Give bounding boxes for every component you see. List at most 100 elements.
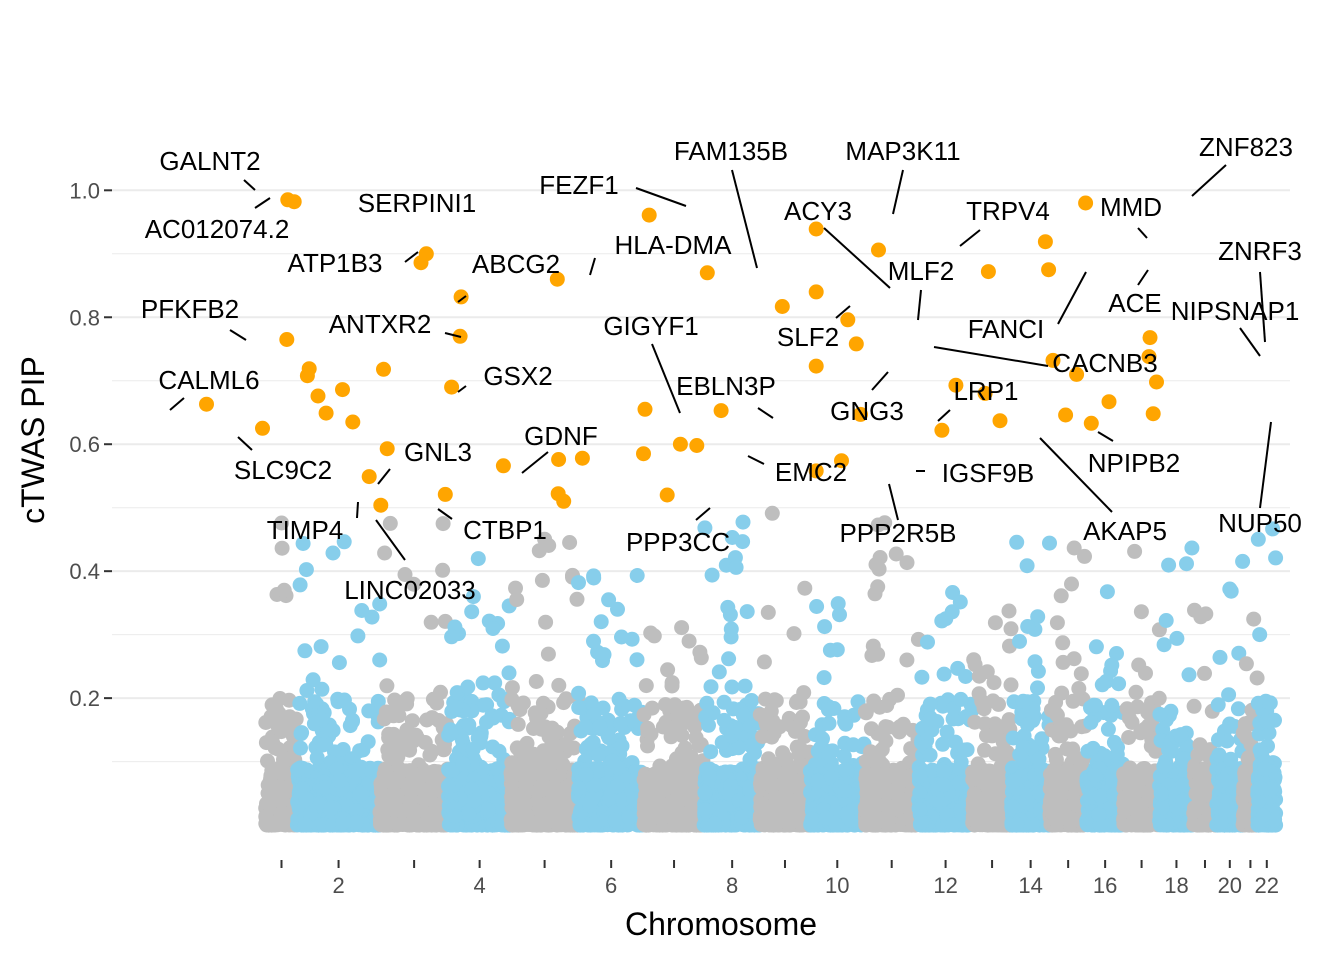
gene-point [406, 576, 422, 592]
gene-point [378, 817, 394, 833]
gene-point [914, 669, 930, 685]
gene-point [728, 559, 744, 575]
gene-point [756, 654, 772, 670]
gene-point [335, 815, 351, 831]
gene-point [889, 721, 905, 737]
gene-point [1042, 535, 1057, 551]
gene-point [868, 557, 884, 572]
gene-point [573, 817, 589, 833]
gene-point [364, 763, 380, 779]
gene-point [571, 685, 587, 701]
gene-point [587, 815, 603, 831]
gene-point [593, 614, 609, 630]
gene-point [636, 816, 652, 832]
gene-point [571, 780, 587, 796]
gene-point [425, 691, 441, 707]
gene-point [764, 779, 780, 795]
gene-point [677, 740, 693, 756]
gene-point [664, 758, 680, 774]
gene-point [681, 817, 697, 833]
gene-point [553, 799, 569, 815]
gene-point [531, 762, 547, 778]
gene-point [274, 515, 290, 531]
gene-point [352, 743, 368, 759]
gene-point [838, 716, 854, 732]
gene-point [701, 717, 716, 733]
gene-point [558, 691, 574, 707]
gene-point [697, 785, 713, 801]
gene-point [447, 808, 463, 824]
gene-point [400, 801, 416, 817]
gene-point [611, 691, 627, 707]
gene-point [419, 712, 435, 728]
gene-point [447, 699, 463, 715]
gene-point [372, 596, 388, 612]
gene-point [809, 599, 825, 614]
gene-point [551, 677, 567, 693]
gene-point [331, 773, 347, 789]
gene-point [297, 817, 313, 833]
gene-point [361, 703, 377, 719]
gene-point [533, 721, 549, 737]
gene-point [721, 651, 737, 667]
gene-point [872, 744, 888, 760]
gene-point [264, 815, 280, 831]
gene-point [922, 747, 938, 763]
gene-point [674, 620, 690, 636]
gene-point [979, 664, 995, 680]
gene-point [687, 718, 703, 734]
gene-point [858, 705, 874, 721]
gene-point [912, 801, 928, 817]
gene-point [723, 621, 739, 637]
gene-point [681, 633, 697, 649]
gene-point [669, 701, 685, 717]
gene-point [952, 594, 968, 610]
gene-point [377, 545, 393, 561]
gene-point [455, 756, 471, 772]
gene-point [817, 619, 833, 635]
gene-point [1030, 680, 1045, 696]
gene-point [530, 783, 546, 799]
gene-point [966, 786, 982, 802]
gene-point [298, 791, 314, 807]
gene-point [945, 817, 960, 832]
gene-point [435, 562, 451, 578]
gene-point [549, 724, 565, 740]
gene-point [586, 633, 601, 649]
gene-point [591, 747, 606, 763]
gene-point [768, 693, 784, 709]
gene-point [703, 679, 719, 695]
gene-point [461, 717, 477, 733]
gene-point [880, 816, 896, 832]
gene-point [387, 692, 403, 708]
gene-point [533, 706, 549, 721]
gene-point [569, 591, 585, 607]
gene-point [293, 740, 308, 756]
gene-point [1001, 603, 1017, 619]
gene-point [766, 762, 782, 778]
gene-point [336, 534, 352, 550]
gene-point [711, 664, 727, 680]
gene-point [404, 713, 420, 729]
gene-point [571, 700, 587, 715]
gene-point [607, 812, 623, 828]
gene-point [586, 777, 602, 793]
gene-point [920, 634, 935, 650]
gene-point [671, 804, 687, 820]
gene-point [376, 803, 392, 819]
gene-point [487, 675, 503, 691]
gene-point [519, 735, 535, 751]
gene-point [953, 691, 969, 707]
gene-point [443, 726, 459, 742]
gene-point [858, 815, 874, 830]
gene-point [348, 814, 364, 830]
gene-point [536, 743, 552, 759]
gene-point [353, 786, 369, 802]
gene-point [820, 702, 836, 718]
gene-point [724, 679, 740, 695]
gene-point [578, 767, 594, 782]
gene-point [668, 718, 684, 734]
gene-point [571, 575, 586, 591]
gene-point [534, 572, 550, 588]
gene-point [884, 784, 900, 800]
